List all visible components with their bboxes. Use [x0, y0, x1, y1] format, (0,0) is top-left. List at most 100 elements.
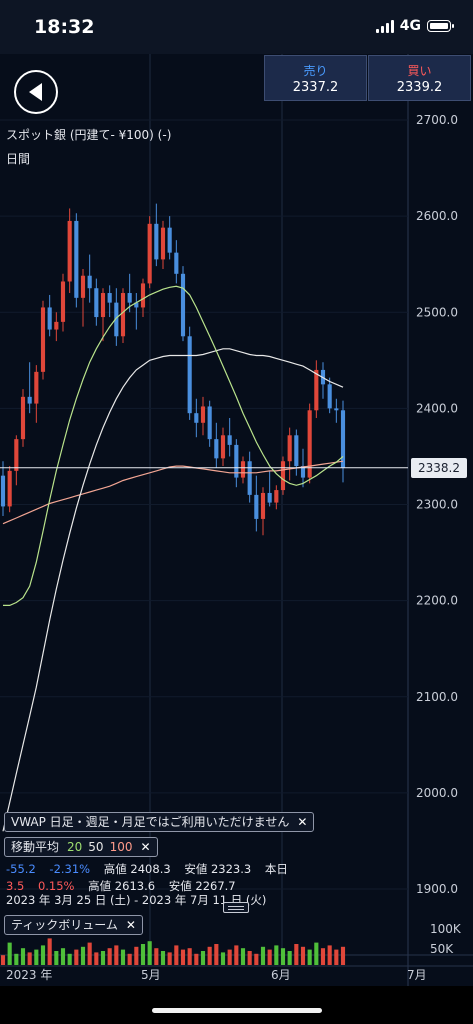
- low-value: 安値 2323.3: [184, 862, 252, 876]
- volume-bar: [240, 948, 246, 965]
- buy-price: 2339.2: [396, 80, 443, 95]
- volume-bar: [60, 948, 66, 965]
- status-icons: 4G: [375, 18, 454, 34]
- candle-body: [307, 410, 312, 478]
- volume-bar: [20, 948, 26, 965]
- today-tag: 本日: [264, 862, 288, 876]
- date-range: 2023 年 3月 25 日 (土) - 2023 年 7月 11 日 (火): [6, 893, 267, 907]
- volume-bar: [87, 942, 92, 965]
- candle-body: [274, 490, 279, 503]
- close-icon[interactable]: ✕: [297, 815, 308, 829]
- candle-body: [240, 461, 246, 478]
- change-value: 3.5: [6, 879, 25, 893]
- pane-resize-handle[interactable]: [223, 902, 249, 913]
- y-tick-label: 2300.0: [416, 498, 458, 512]
- stats-row-range: 3.5 0.15% 高値 2613.6 安値 2267.7: [6, 878, 246, 894]
- candle-body: [287, 435, 292, 462]
- candle-body: [267, 492, 272, 503]
- candle-body: [174, 252, 179, 274]
- candle-body: [134, 302, 139, 308]
- buy-quote-button[interactable]: 買い 2339.2: [368, 55, 471, 101]
- ma-label: 移動平均: [11, 840, 60, 854]
- volume-indicator-chip[interactable]: ティックボリューム ✕: [4, 915, 143, 935]
- y-tick-label: 2700.0: [416, 113, 458, 127]
- candle-body: [227, 435, 232, 445]
- candle-body: [214, 439, 219, 459]
- candle-body: [260, 492, 266, 519]
- volume-bar: [0, 955, 6, 965]
- volume-bar: [274, 945, 279, 965]
- candle-body: [67, 220, 72, 282]
- low-value: 安値 2267.7: [168, 879, 236, 893]
- candle-body: [80, 275, 86, 298]
- buy-label: 買い: [407, 64, 432, 78]
- moving-average-chip[interactable]: 移動平均 20 50 100 ✕: [4, 837, 158, 857]
- candle-body: [234, 444, 239, 478]
- volume-bar: [340, 946, 346, 965]
- close-icon[interactable]: ✕: [140, 840, 151, 854]
- candle-body: [167, 227, 172, 253]
- chart-area[interactable]: 2700.0 2600.0 2500.0 2400.0 2300.0 2200.0 2100…: [0, 54, 473, 986]
- volume-bar: [107, 948, 112, 965]
- candle-body: [114, 302, 119, 337]
- volume-bar: [294, 944, 299, 965]
- volume-bar: [320, 948, 326, 965]
- candle-body: [280, 461, 286, 491]
- candle-body: [247, 461, 252, 495]
- ma100-line: [2, 460, 344, 525]
- candle-body: [0, 475, 6, 507]
- volume-bar: [187, 948, 192, 965]
- volume-bar: [300, 946, 306, 965]
- candle-body: [254, 494, 259, 519]
- volume-bar: [307, 949, 312, 965]
- sell-price: 2337.2: [292, 80, 339, 95]
- candle-body: [94, 288, 99, 318]
- volume-bar: [234, 945, 239, 965]
- bottom-safe-area: [0, 986, 473, 1024]
- volume-bar: [74, 949, 79, 965]
- close-icon[interactable]: ✕: [125, 918, 136, 932]
- candle-body: [100, 293, 106, 318]
- vwap-indicator-chip[interactable]: VWAP 日足・週足・月足ではご利用いただけません ✕: [4, 812, 315, 832]
- volume-bar: [154, 948, 159, 965]
- candle-body: [14, 439, 19, 471]
- status-time: 18:32: [34, 16, 95, 38]
- candle-body: [60, 281, 66, 322]
- current-price-tag: 2338.2: [411, 458, 467, 478]
- y-tick-label: 2000.0: [416, 786, 458, 800]
- sell-quote-button[interactable]: 売り 2337.2: [264, 55, 367, 101]
- stats-row-today: -55.2 -2.31% 高値 2408.3 安値 2323.3 本日: [6, 861, 298, 877]
- y-tick-label: 2100.0: [416, 690, 458, 704]
- x-tick-label: 5月: [141, 968, 161, 982]
- candle-body: [154, 223, 159, 260]
- candle-body: [147, 223, 152, 284]
- candle-body: [127, 293, 132, 303]
- candle-body: [187, 336, 192, 414]
- y-tick-label: 1900.0: [416, 882, 458, 896]
- volume-bar: [334, 949, 339, 965]
- battery-icon: [427, 20, 454, 32]
- volume-bar: [174, 945, 179, 965]
- candle-body: [180, 273, 186, 337]
- candle-body: [327, 384, 332, 409]
- volume-bar: [100, 951, 106, 965]
- volume-bar: [114, 945, 119, 965]
- interval-label[interactable]: 日間: [6, 152, 31, 166]
- y-tick-label: 2500.0: [416, 305, 458, 319]
- volume-bar: [47, 938, 52, 965]
- candle-body: [207, 406, 212, 440]
- candle-body: [27, 396, 32, 404]
- status-bar: 18:32 4G: [0, 0, 473, 54]
- candle-body: [20, 396, 26, 440]
- volume-bar: [220, 952, 226, 965]
- candle-body: [40, 307, 46, 372]
- price-chart[interactable]: 2700.0 2600.0 2500.0 2400.0 2300.0 2200.0 2100…: [0, 54, 473, 986]
- candle-body: [300, 466, 306, 478]
- instrument-title: スポット銀 (円建て- ¥100) (-): [6, 128, 172, 142]
- sell-label: 売り: [303, 64, 328, 78]
- back-button[interactable]: [14, 70, 58, 114]
- high-value: 高値 2613.6: [88, 879, 156, 893]
- volume-bar: [40, 945, 46, 965]
- volume-bar: [34, 949, 39, 965]
- signal-icon: [375, 19, 394, 33]
